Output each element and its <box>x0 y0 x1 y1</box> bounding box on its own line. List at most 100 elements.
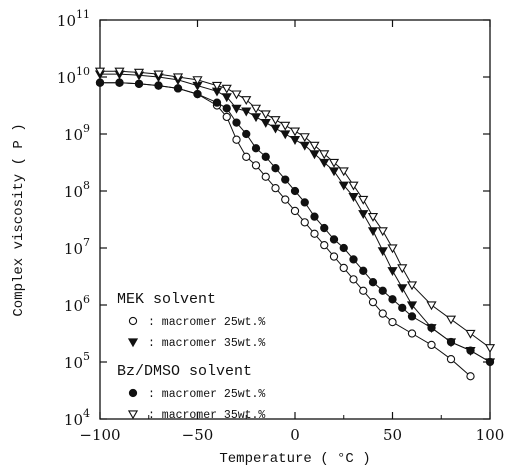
y-tick-exponent: 6 <box>83 293 90 306</box>
data-point <box>221 93 232 103</box>
y-tick-base: 10 <box>64 354 83 372</box>
data-point <box>349 255 358 264</box>
data-point <box>320 240 329 250</box>
data-point <box>368 278 378 287</box>
data-point <box>367 212 379 222</box>
data-point <box>280 130 291 140</box>
data-point <box>280 121 291 131</box>
data-point <box>378 309 387 318</box>
y-tick-base: 10 <box>57 12 76 30</box>
data-point <box>114 67 125 77</box>
data-point <box>300 198 309 207</box>
y-tick-exponent: 11 <box>76 8 90 21</box>
data-point <box>281 175 290 184</box>
data-point <box>310 212 319 221</box>
data-point <box>329 252 339 261</box>
y-axis-label: Complex viscosity ( P ) <box>11 123 27 316</box>
legend-group-title: Bz/DMSO solvent <box>117 363 252 380</box>
data-point <box>329 235 339 244</box>
y-tick-label: 104 <box>64 407 90 429</box>
data-point <box>465 329 476 339</box>
y-tick-base: 10 <box>64 411 83 429</box>
data-point <box>270 116 281 125</box>
data-point <box>242 152 251 161</box>
data-point <box>320 223 329 233</box>
y-tick-exponent: 5 <box>83 350 90 363</box>
x-tick-label: 100 <box>476 426 505 444</box>
data-point <box>427 340 436 350</box>
axis-ticks <box>99 19 491 420</box>
y-tick-label: 108 <box>64 179 90 201</box>
data-point <box>115 78 124 87</box>
data-point <box>153 70 164 80</box>
data-point <box>358 195 369 205</box>
data-point <box>397 264 408 274</box>
data-point <box>290 186 300 196</box>
y-tick-base: 10 <box>64 240 83 258</box>
data-point <box>300 218 309 227</box>
data-point <box>251 144 261 153</box>
legend-marker <box>128 316 138 326</box>
data-point <box>328 158 340 168</box>
data-point <box>484 344 496 353</box>
data-point <box>290 206 300 216</box>
data-point <box>319 158 330 168</box>
data-point <box>289 136 301 145</box>
data-point <box>261 172 270 181</box>
data-point <box>466 372 475 381</box>
x-tick-label: −50 <box>182 426 214 444</box>
data-point <box>446 337 456 347</box>
series-4 <box>94 67 496 353</box>
data-point <box>339 243 348 253</box>
data-point <box>485 357 495 367</box>
data-point <box>427 323 436 332</box>
data-point <box>367 227 379 237</box>
data-point <box>232 135 241 144</box>
data-point <box>309 141 320 151</box>
y-tick-label: 1010 <box>57 65 90 87</box>
data-point <box>172 73 184 83</box>
data-point <box>378 286 387 295</box>
data-point <box>289 127 301 137</box>
y-tick-label: 1011 <box>57 8 90 30</box>
y-tick-exponent: 7 <box>83 236 90 249</box>
data-point <box>466 346 475 355</box>
data-point <box>377 247 388 257</box>
data-point <box>173 84 183 93</box>
data-point <box>348 193 359 202</box>
data-point <box>192 76 203 86</box>
data-point <box>212 98 222 107</box>
data-point <box>407 312 417 321</box>
data-point <box>388 317 397 327</box>
data-point <box>338 181 349 191</box>
data-point <box>359 266 368 275</box>
data-point <box>368 297 378 307</box>
data-point <box>154 81 163 90</box>
data-point <box>309 150 320 160</box>
legend-marker <box>127 410 139 420</box>
legend-entry-label: : macromer 35wt.% <box>148 337 265 350</box>
data-point <box>270 124 281 134</box>
data-point <box>299 141 310 151</box>
data-point <box>328 167 340 177</box>
x-tick-label: −100 <box>79 426 120 444</box>
data-point <box>94 67 106 77</box>
y-tick-label: 105 <box>64 350 90 372</box>
y-tick-label: 107 <box>64 236 90 258</box>
x-tick-label: 0 <box>290 426 300 444</box>
data-series-layer <box>94 67 496 381</box>
y-tick-base: 10 <box>64 183 83 201</box>
data-point <box>261 152 270 161</box>
data-point <box>406 281 418 291</box>
legend-entry-label: : macromer 25wt.% <box>148 316 265 329</box>
data-point <box>359 286 368 295</box>
legend-marker <box>128 388 138 398</box>
x-tick-label: 50 <box>383 426 402 444</box>
data-point <box>211 81 223 91</box>
y-tick-base: 10 <box>57 69 76 87</box>
data-point <box>134 79 144 88</box>
data-point <box>242 129 251 139</box>
data-point <box>222 104 231 113</box>
